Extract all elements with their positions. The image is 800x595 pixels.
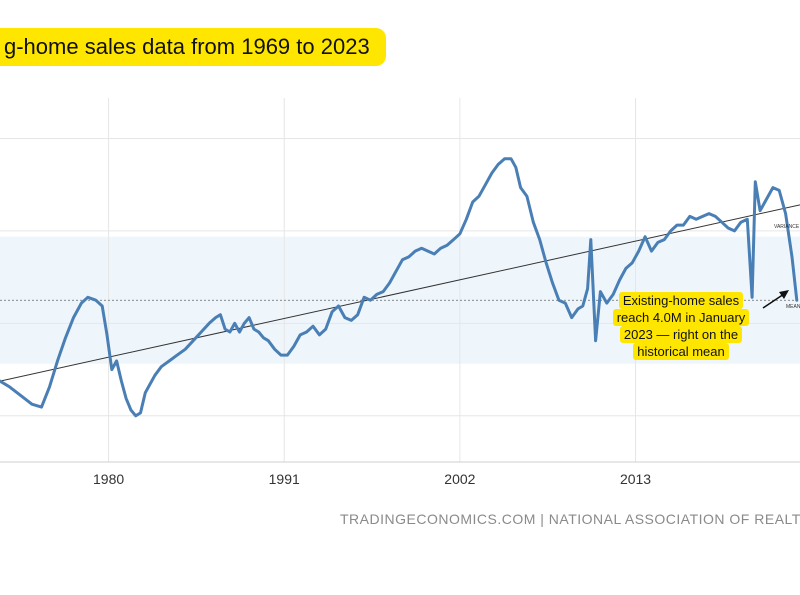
annotation-callout: Existing-home sales reach 4.0M in Januar…: [606, 292, 756, 360]
x-tick-label: 2013: [620, 471, 651, 487]
variance-label: VARIANCE: [774, 224, 800, 230]
chart-title-text: g-home sales data from 1969 to 2023: [4, 34, 370, 59]
x-tick-label: 2002: [444, 471, 475, 487]
series-line: [0, 157, 799, 418]
x-tick-label: 1991: [269, 471, 300, 487]
source-credit: TRADINGECONOMICS.COM | NATIONAL ASSOCIAT…: [340, 511, 800, 527]
annotation-text: Existing-home sales reach 4.0M in Januar…: [612, 292, 750, 360]
annotation-arrow-head: [779, 290, 789, 299]
annotation-arrow-line: [762, 293, 785, 309]
x-tick-label: 1980: [93, 471, 124, 487]
mean-label: MEAN: [786, 304, 800, 310]
chart-title: g-home sales data from 1969 to 2023: [0, 28, 386, 66]
